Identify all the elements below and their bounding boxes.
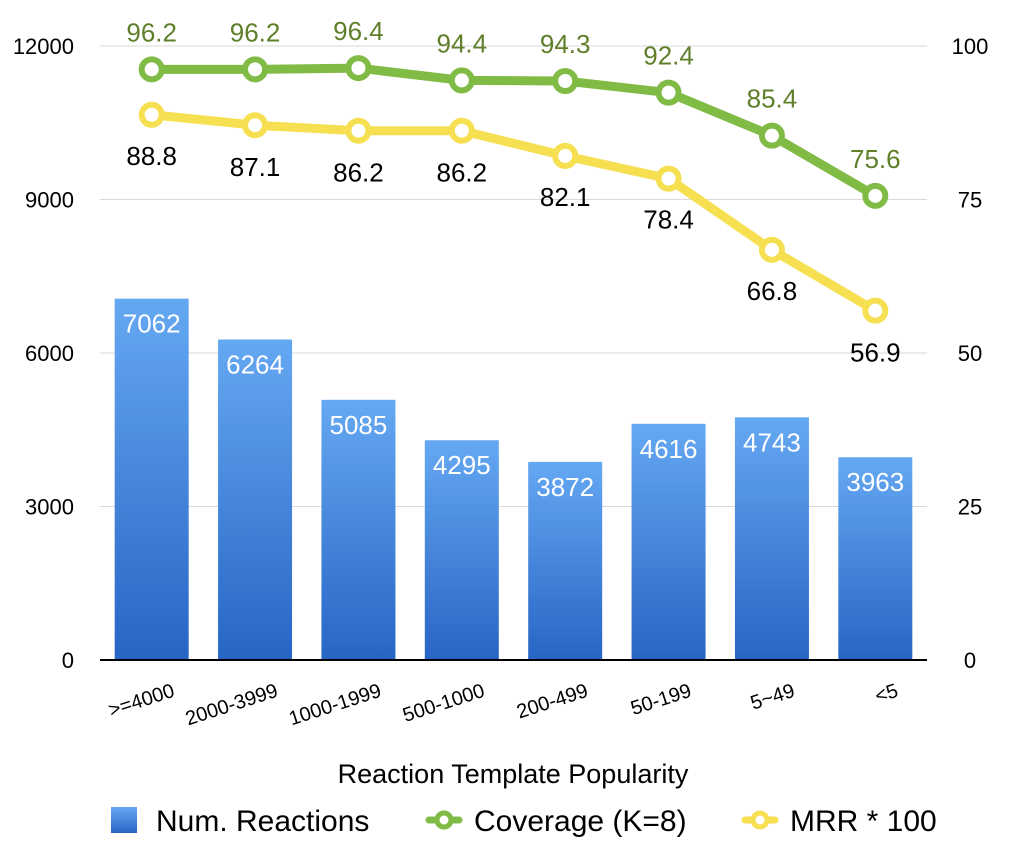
lines [138, 55, 889, 324]
coverage-marker [138, 56, 165, 83]
category-tick-label: 50-199 [628, 680, 694, 720]
coverage-data-label: 94.4 [437, 28, 488, 58]
bar-data-label: 4616 [640, 434, 698, 464]
mrr-data-label: 86.2 [437, 158, 488, 188]
coverage-data-label: 96.4 [333, 16, 384, 46]
coverage-marker [758, 122, 785, 149]
legend-label-num-reactions: Num. Reactions [156, 805, 369, 838]
bar [321, 399, 396, 660]
legend-label-mrr: MRR * 100 [790, 805, 937, 838]
mrr-data-label: 86.2 [333, 158, 384, 188]
mrr-data-label: 56.9 [850, 338, 901, 368]
bar-data-label: 3963 [846, 467, 904, 497]
category-tick-label: 200-499 [514, 680, 591, 724]
mrr-marker [138, 101, 165, 128]
legend-swatch-mrr-marker [750, 810, 770, 830]
bar-data-label: 3872 [536, 472, 594, 502]
coverage-data-label: 94.3 [540, 29, 591, 59]
category-tick-label: <5 [872, 680, 900, 708]
mrr-data-label: 87.1 [230, 152, 281, 182]
legend-label-coverage: Coverage (K=8) [474, 805, 687, 838]
right-axis-tick-label: 100 [952, 34, 989, 59]
bar [218, 339, 293, 660]
bar [838, 457, 913, 660]
legend: Num. Reactions Coverage (K=8) MRR * 100 [111, 805, 937, 838]
mrr-data-label: 66.8 [747, 276, 798, 306]
mrr-marker [345, 117, 372, 144]
category-tick-label: >=4000 [106, 680, 177, 722]
mrr-line [147, 110, 880, 316]
bar [528, 461, 603, 660]
category-tick-label: 5~49 [748, 680, 798, 715]
legend-swatch-coverage-marker [434, 810, 454, 830]
right-axis-tick-label: 25 [958, 495, 982, 520]
coverage-marker [345, 55, 372, 82]
bars [114, 298, 913, 660]
coverage-marker [862, 182, 889, 209]
bar-data-label: 6264 [226, 349, 284, 379]
right-axis-tick-label: 50 [958, 341, 982, 366]
coverage-data-label: 85.4 [747, 84, 798, 114]
coverage-data-label: 96.2 [126, 17, 177, 47]
coverage-marker [655, 79, 682, 106]
left-axis-tick-label: 0 [62, 648, 74, 673]
left-axis-tick-label: 6000 [25, 341, 74, 366]
bar-data-label: 4743 [743, 427, 801, 457]
coverage-line [147, 63, 880, 201]
mrr-data-label: 82.1 [540, 182, 591, 212]
mrr-marker [242, 112, 269, 139]
coverage-marker [242, 56, 269, 83]
left-axis-tick-label: 3000 [25, 495, 74, 520]
coverage-marker [552, 67, 579, 94]
coverage-data-label: 96.2 [230, 17, 281, 47]
mrr-data-label: 78.4 [643, 205, 694, 235]
bar [114, 298, 189, 660]
left-axis-tick-label: 9000 [25, 188, 74, 213]
x-axis-title: Reaction Template Popularity [338, 759, 689, 789]
bar-data-label: 5085 [330, 410, 388, 440]
mrr-marker [758, 236, 785, 263]
left-axis-tick-label: 12000 [13, 34, 74, 59]
bar-data-label: 7062 [123, 309, 181, 339]
category-tick-label: 2000-3999 [183, 680, 281, 730]
category-tick-label: 500-1000 [400, 680, 487, 727]
legend-swatch-num-reactions [111, 807, 137, 833]
bar-data-label: 4295 [433, 450, 491, 480]
mrr-data-label: 88.8 [126, 141, 177, 171]
right-axis-tick-label: 75 [958, 188, 982, 213]
mrr-marker [448, 117, 475, 144]
bar [631, 423, 706, 660]
mrr-marker [655, 165, 682, 192]
coverage-data-label: 92.4 [643, 41, 694, 71]
mrr-marker [552, 142, 579, 169]
bar [734, 417, 809, 660]
coverage-marker [448, 67, 475, 94]
right-axis-tick-label: 0 [964, 648, 976, 673]
bar [424, 440, 499, 660]
mrr-marker [862, 297, 889, 324]
category-tick-label: 1000-1999 [286, 680, 384, 730]
coverage-data-label: 75.6 [850, 144, 901, 174]
